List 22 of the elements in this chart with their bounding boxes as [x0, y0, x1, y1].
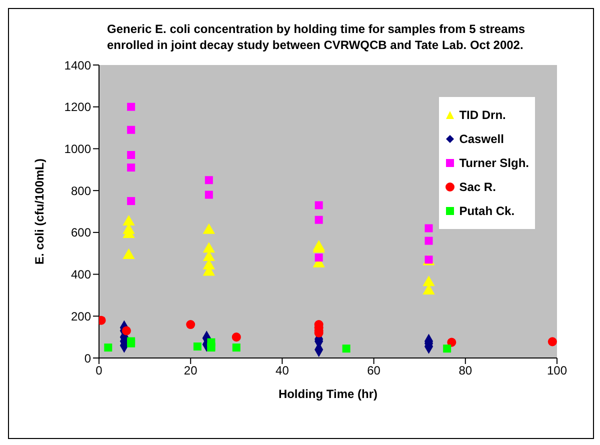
y-tick-label: 400: [70, 268, 92, 282]
legend-label: Putah Ck.: [458, 203, 516, 220]
x-tick-label: 0: [96, 364, 103, 378]
y-tick-label: 1200: [64, 100, 92, 114]
y-tick-label: 1000: [64, 142, 92, 156]
y-axis-title: E. coli (cfu/100mL): [32, 158, 46, 265]
x-axis-title: Holding Time (hr): [278, 387, 378, 401]
y-tick-label: 0: [84, 351, 92, 366]
x-tick-label: 60: [367, 364, 381, 378]
y-tick-label: 200: [70, 309, 92, 324]
x-tick-label: 100: [546, 364, 568, 378]
legend-label: Caswell: [458, 131, 505, 148]
y-tick-label: 1400: [64, 58, 92, 72]
legend-label: Sac R.: [458, 179, 497, 196]
legend-label: TID Drn.: [458, 107, 507, 124]
chart-title: Generic E. coli concentration by holding time for samples from 5 streams enrolled in joint decay study between CVRWQCB and Tate Lab. Oct 2002.: [106, 21, 526, 53]
y-tick-label: 600: [70, 226, 92, 240]
x-tick-label: 20: [184, 364, 198, 378]
x-tick-label: 40: [276, 364, 290, 378]
x-tick-label: 80: [458, 364, 472, 378]
y-tick-label: 800: [70, 184, 92, 198]
legend-label: Turner Slgh.: [458, 155, 529, 172]
